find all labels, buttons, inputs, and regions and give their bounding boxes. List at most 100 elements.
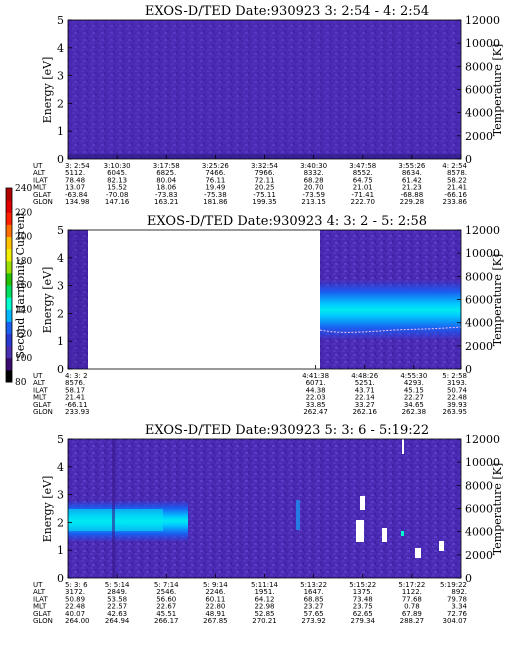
- ephemeris-value: 21.01: [353, 184, 373, 192]
- colorbar-tick-label: 100: [15, 354, 32, 364]
- ytick-label: 3: [57, 280, 64, 293]
- ephemeris-row-label: GLAT: [33, 610, 52, 618]
- ephemeris-value: 2849.: [107, 588, 127, 596]
- ytick-right-label: 4000: [465, 317, 493, 330]
- ephemeris-value: 262.47: [303, 408, 328, 416]
- panel-1-yticks: 0 1 2 3 4 5: [57, 14, 72, 166]
- colorbar-frame: [5, 187, 13, 383]
- ephemeris-value: 304.07: [443, 617, 468, 625]
- ephemeris-row-label: GLON: [33, 617, 53, 625]
- ephemeris-value: 22.48: [65, 603, 85, 611]
- ephemeris-value: 67.89: [402, 610, 422, 618]
- ephemeris-value: 61.42: [402, 176, 422, 184]
- ephemeris-value: -63.84: [65, 191, 88, 199]
- ephemeris-value: 288.27: [400, 617, 425, 625]
- ephemeris-value: 1122.: [402, 588, 422, 596]
- ephemeris-value: 270.21: [252, 617, 277, 625]
- ephemeris-row-label: ALT: [33, 169, 46, 177]
- ephemeris-value: 22.57: [107, 603, 127, 611]
- colorbar-tick-label: 120: [15, 330, 32, 340]
- ephemeris-value: 45.15: [404, 386, 424, 394]
- colorbar-cell: [6, 248, 12, 262]
- ephemeris-value: 56.60: [156, 595, 176, 603]
- ytick-label: 2: [57, 516, 64, 529]
- ephemeris-row-label: GLAT: [33, 401, 52, 409]
- ephemeris-value: 62.65: [353, 610, 373, 618]
- ephemeris-value: 3:25:26: [202, 162, 230, 170]
- panel-2-yticks-right: 0 2000 4000 6000 8000 10000 12000: [457, 224, 500, 376]
- ytick-right-label: 0: [465, 363, 472, 376]
- ytick-label: 4: [57, 252, 64, 265]
- ephemeris-value: 68.85: [304, 595, 324, 603]
- ytick-label: 0: [57, 572, 64, 585]
- panel-2: EXOS-D/TED Date:930923 4: 3: 2 - 5: 2:58…: [33, 214, 504, 416]
- ytick-right-label: 12000: [465, 433, 500, 446]
- ytick-right-label: 2000: [465, 549, 493, 562]
- ephemeris-value: 5: 2:58: [442, 372, 467, 380]
- ephemeris-row-label: ILAT: [33, 595, 48, 603]
- ephemeris-value: 163.21: [154, 198, 179, 206]
- ephemeris-value: 22.98: [254, 603, 274, 611]
- ephemeris-value: 21.41: [65, 394, 85, 402]
- ytick-right-label: 10000: [465, 37, 500, 50]
- ytick-label: 1: [57, 125, 64, 138]
- panel-1-ylabel: Energy [eV]: [41, 57, 54, 124]
- ytick-label: 5: [57, 433, 64, 446]
- ephemeris-value: 80.04: [156, 176, 177, 184]
- ephemeris-value: 5: 9:14: [203, 581, 228, 589]
- panel-3-energy-band-core: [68, 509, 163, 531]
- colorbar-cell: [6, 260, 12, 274]
- ytick-right-label: 10000: [465, 456, 500, 469]
- ephemeris-value: 5:11:14: [251, 581, 279, 589]
- ephemeris-value: 79.78: [447, 595, 467, 603]
- ephemeris-value: 48.91: [205, 610, 225, 618]
- ephemeris-value: 78.48: [65, 176, 85, 184]
- ephemeris-value: 263.95: [443, 408, 468, 416]
- ephemeris-value: 262.38: [402, 408, 427, 416]
- colorbar-label: Second Harmonic Current: [14, 211, 27, 359]
- ephemeris-value: 60.11: [205, 595, 225, 603]
- panel-3-saturation-patch-1: [356, 520, 364, 542]
- ephemeris-value: 40.07: [65, 610, 85, 618]
- panel-2-plot-area: [67, 229, 462, 370]
- colorbar-cell: [6, 272, 12, 286]
- ephemeris-value: 199.35: [252, 198, 277, 206]
- ephemeris-value: 3193.: [447, 379, 467, 387]
- colorbar-tick-label: 200: [15, 233, 32, 243]
- ephemeris-value: 7966.: [254, 169, 274, 177]
- ephemeris-value: 18.06: [156, 184, 177, 192]
- ephemeris-value: 13.07: [65, 184, 85, 192]
- ephemeris-value: 8634.: [402, 169, 422, 177]
- ephemeris-value: -66.16: [444, 191, 467, 199]
- panel-2-energy-band: [320, 280, 461, 340]
- ephemeris-value: 45.51: [156, 610, 176, 618]
- ytick-label: 4: [57, 461, 64, 474]
- ephemeris-value: 5:19:22: [440, 581, 467, 589]
- ytick-label: 1: [57, 544, 64, 557]
- ephemeris-value: -70.08: [106, 191, 129, 199]
- ephemeris-value: 264.00: [65, 617, 90, 625]
- ephemeris-value: 58.17: [65, 386, 85, 394]
- ytick-right-label: 0: [465, 572, 472, 585]
- panel-1: EXOS-D/TED Date:930923 3: 2:54 - 4: 2:54…: [33, 4, 504, 206]
- ephemeris-value: 22.80: [205, 603, 225, 611]
- ephemeris-value: 50.74: [447, 386, 468, 394]
- ephemeris-value: 1647.: [304, 588, 324, 596]
- colorbar-ticks: 80 100 120 140 160 180 200 220 240: [15, 184, 32, 388]
- panel-2-ylabel: Energy [eV]: [41, 267, 54, 334]
- panel-3-title: EXOS-D/TED Date:930923 5: 3: 6 - 5:19:22: [145, 423, 429, 438]
- colorbar-cell: [6, 333, 12, 347]
- ephemeris-value: 147.16: [105, 198, 130, 206]
- ephemeris-value: 134.98: [65, 198, 90, 206]
- panel-2-temperature-trace: [319, 326, 462, 333]
- ephemeris-row-label: UT: [33, 581, 43, 589]
- ephemeris-value: 5:15:22: [349, 581, 376, 589]
- panel-1-spectrogram-tint: [68, 20, 461, 159]
- ephemeris-value: 4:48:26: [351, 372, 379, 380]
- colorbar-tick-label: 220: [15, 208, 32, 218]
- ephemeris-value: 4293.: [404, 379, 424, 387]
- ytick-label: 0: [57, 363, 64, 376]
- ephemeris-row-label: MLT: [33, 184, 47, 192]
